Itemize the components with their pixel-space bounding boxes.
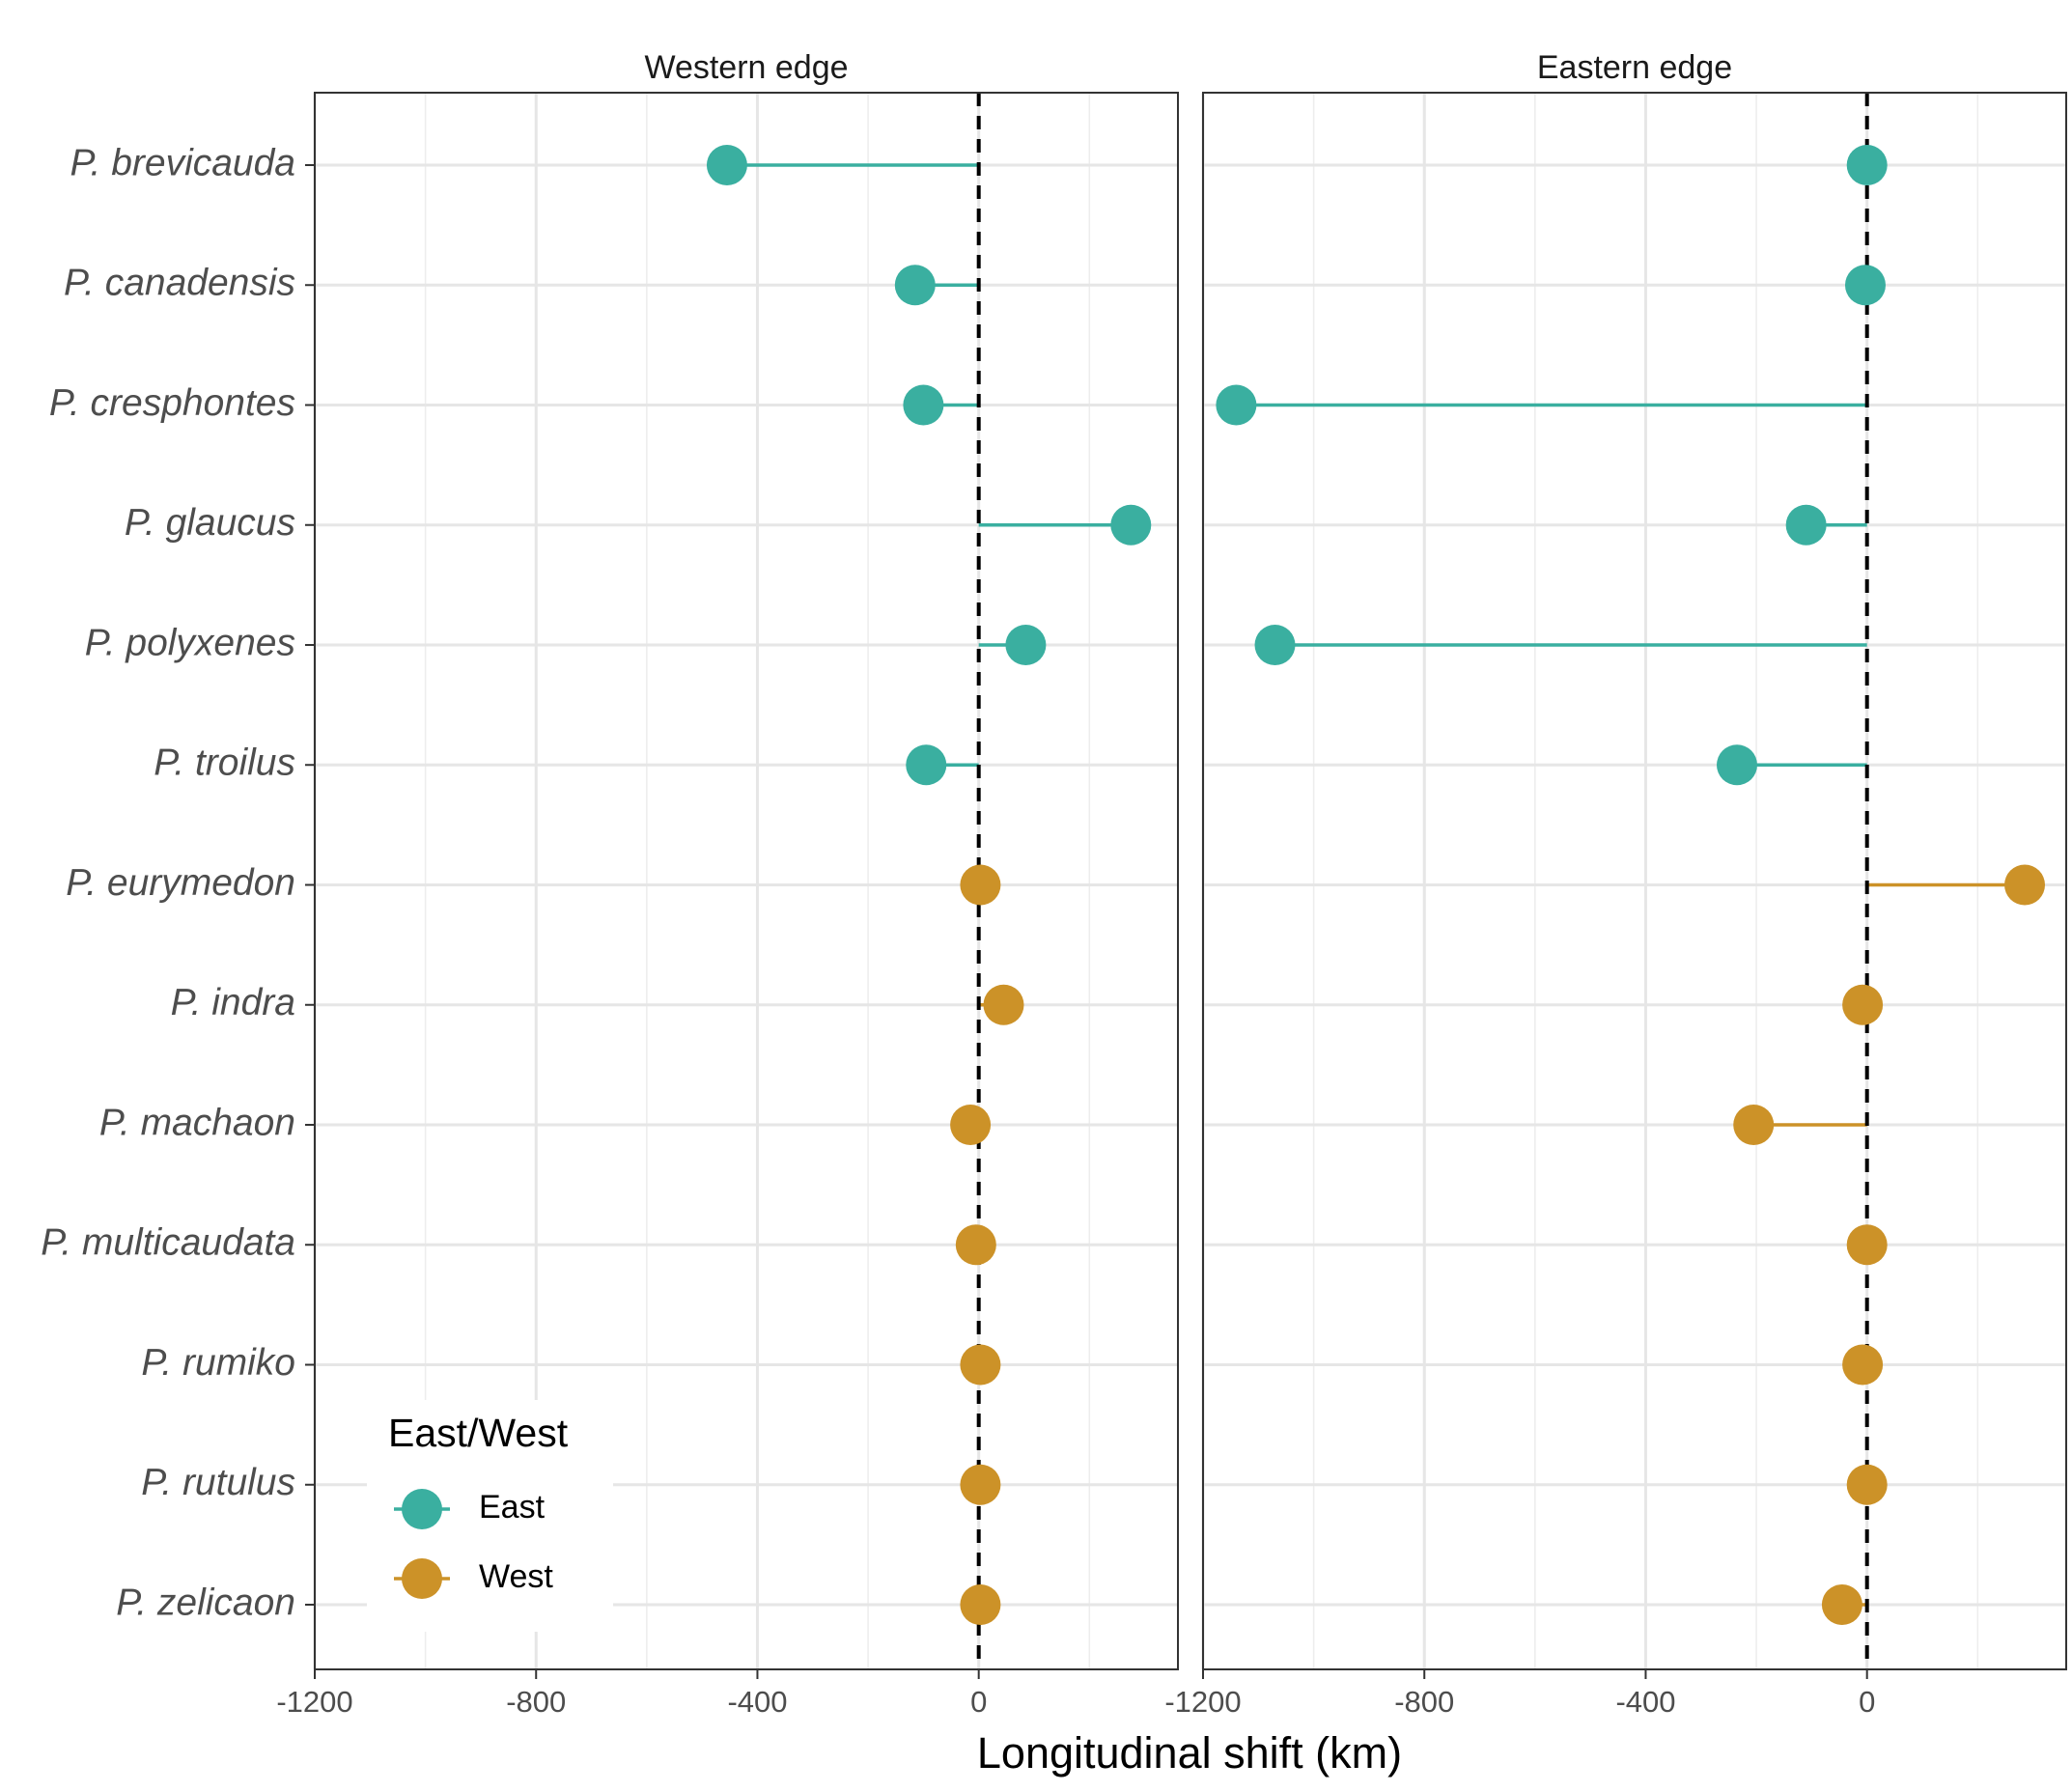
- legend-entry-west: West: [394, 1558, 553, 1599]
- x-tick-label: -1200: [276, 1685, 352, 1719]
- y-tick-label: P. troilus: [154, 742, 295, 784]
- facet-strip: [315, 44, 1178, 93]
- lollipop-point: [960, 1464, 1001, 1505]
- lollipop-point: [1254, 625, 1296, 665]
- lollipop-point: [955, 1224, 996, 1266]
- legend: East/West East West: [367, 1400, 613, 1632]
- lollipop-point: [1846, 145, 1888, 185]
- y-tick-label: P. cresphontes: [49, 382, 295, 424]
- facet-strip: [1203, 44, 2066, 93]
- panel-border: [314, 92, 1179, 1670]
- legend-label: West: [479, 1558, 553, 1595]
- lollipop-point: [1733, 1105, 1775, 1145]
- lollipop-point: [1216, 384, 1257, 426]
- legend-key-point: [402, 1558, 442, 1599]
- lollipop-point: [950, 1105, 992, 1145]
- y-tick-label: P. canadensis: [64, 263, 295, 304]
- x-tick-label: -800: [1394, 1685, 1454, 1719]
- lollipop-point: [960, 1584, 1001, 1625]
- y-tick-label: P. indra: [171, 982, 295, 1023]
- legend-label: East: [479, 1489, 546, 1526]
- panel-eastern-edge: Eastern edge -1200 -800 -400 0: [1164, 44, 2067, 1719]
- lollipop-point: [1110, 504, 1152, 546]
- facet-label: Western edge: [644, 49, 848, 86]
- y-tick-label: P. rumiko: [141, 1342, 295, 1384]
- lollipop-point: [1846, 1464, 1888, 1505]
- y-tick-label: P. glaucus: [125, 502, 295, 544]
- lollipop-point: [2004, 864, 2046, 906]
- x-tick-label: 0: [1859, 1685, 1875, 1719]
- facet-label: Eastern edge: [1537, 49, 1732, 86]
- y-tick-label: P. polyxenes: [85, 622, 295, 663]
- x-axis-title: Longitudinal shift (km): [977, 1728, 1402, 1778]
- lollipop-point: [1821, 1584, 1862, 1625]
- legend-title: East/West: [388, 1411, 569, 1455]
- x-tick-label: -400: [727, 1685, 787, 1719]
- lollipop-point: [903, 384, 944, 426]
- panel-border: [1202, 92, 2067, 1670]
- y-tick-label: P. multicaudata: [41, 1222, 295, 1264]
- lollipop-point: [1846, 1224, 1888, 1266]
- lollipop-point: [894, 265, 936, 306]
- lollipop-point: [1842, 984, 1884, 1025]
- panel-background: [1203, 93, 2066, 1669]
- y-tick-label: P. zelicaon: [116, 1582, 295, 1623]
- lollipop-point: [983, 984, 1024, 1025]
- lollipop-point: [1842, 1344, 1884, 1386]
- legend-key-point: [402, 1489, 442, 1529]
- y-tick-label: P. rutulus: [141, 1462, 295, 1503]
- legend-entry-east: East: [394, 1489, 546, 1529]
- x-tick-label: -1200: [1164, 1685, 1241, 1719]
- x-tick-label: 0: [970, 1685, 987, 1719]
- lollipop-point: [960, 1344, 1001, 1386]
- x-tick-label: -400: [1615, 1685, 1675, 1719]
- lollipop-point: [1844, 265, 1886, 306]
- lollipop-point: [1785, 504, 1827, 546]
- lollipop-point: [1717, 744, 1758, 786]
- lollipop-point: [906, 744, 947, 786]
- y-tick-label: P. eurymedon: [66, 862, 295, 904]
- lollipop-point: [1005, 625, 1047, 665]
- lollipop-point: [960, 864, 1001, 906]
- x-tick-label: -800: [506, 1685, 566, 1719]
- y-tick-label: P. machaon: [99, 1102, 295, 1143]
- y-tick-label: P. brevicauda: [70, 142, 295, 183]
- lollipop-point: [706, 145, 747, 185]
